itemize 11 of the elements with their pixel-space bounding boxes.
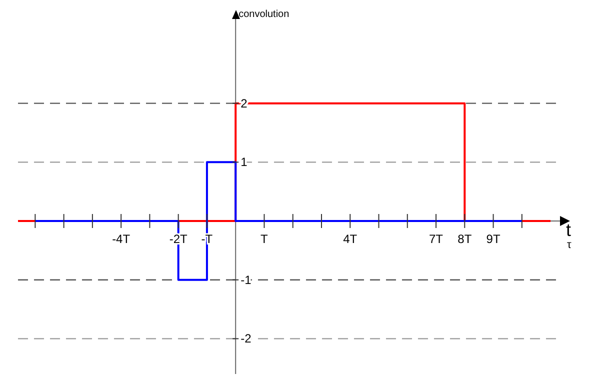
y-tick-label: 1 <box>240 155 248 170</box>
x-axis-title: t <box>566 220 572 240</box>
x-tick-label: T <box>260 232 269 246</box>
y-tick-label: -2 <box>240 332 252 346</box>
x-tick-label: -4T <box>112 232 131 246</box>
x-tick-label: 8T <box>458 232 472 246</box>
x-tick-label: 4T <box>343 232 358 246</box>
y-axis-title: convolution <box>238 9 290 20</box>
x-tick-label: 9T <box>486 232 501 246</box>
text: τ <box>567 239 572 251</box>
x-tick-label: 7T <box>429 232 444 246</box>
